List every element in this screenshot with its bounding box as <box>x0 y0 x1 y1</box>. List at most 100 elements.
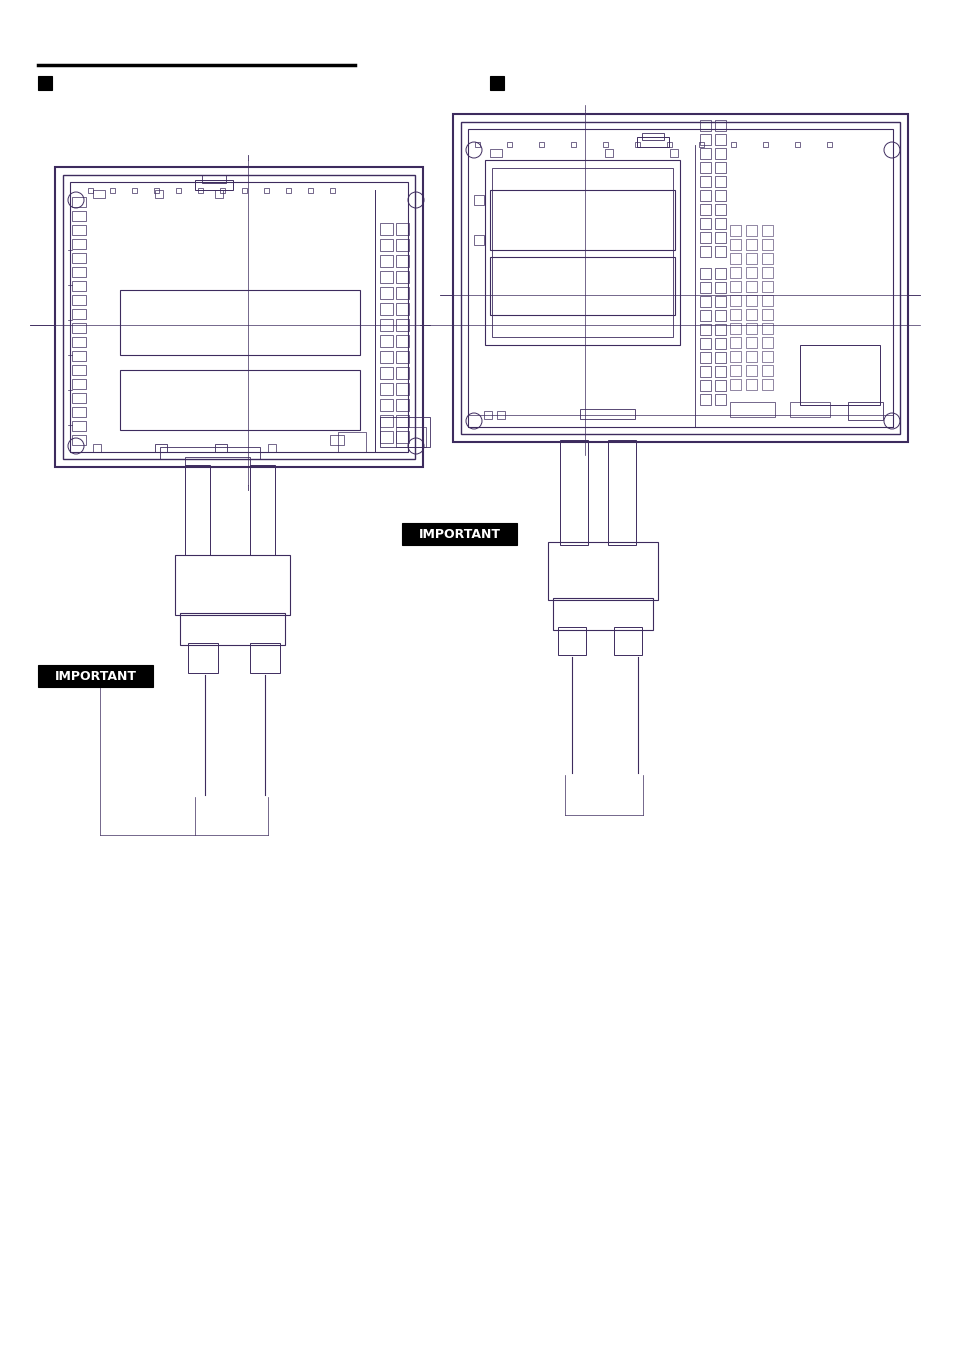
Bar <box>553 599 652 629</box>
Bar <box>379 256 393 268</box>
Bar <box>401 523 517 545</box>
Bar <box>460 122 899 434</box>
Bar <box>745 281 757 292</box>
Bar <box>490 190 675 250</box>
Bar <box>761 268 772 278</box>
Text: IMPORTANT: IMPORTANT <box>418 527 500 541</box>
Bar <box>700 190 710 200</box>
Bar <box>761 295 772 307</box>
Bar <box>745 351 757 362</box>
Bar <box>729 268 740 278</box>
Bar <box>714 296 725 307</box>
Bar <box>700 338 710 348</box>
Bar <box>497 412 504 420</box>
Bar <box>132 188 137 192</box>
Bar <box>214 190 223 198</box>
Bar <box>490 149 501 157</box>
Bar <box>198 188 203 192</box>
Bar <box>71 434 86 445</box>
Bar <box>761 239 772 250</box>
Bar <box>175 188 181 192</box>
Bar <box>71 364 86 375</box>
Bar <box>395 303 409 315</box>
Bar <box>490 257 675 315</box>
Bar <box>745 338 757 348</box>
Bar <box>71 323 86 334</box>
Bar <box>700 204 710 215</box>
Bar <box>699 143 703 147</box>
Bar <box>700 381 710 391</box>
Bar <box>800 346 879 405</box>
Bar <box>71 253 86 264</box>
Bar <box>547 542 658 600</box>
Bar <box>379 303 393 315</box>
Bar <box>474 195 483 204</box>
Bar <box>71 408 86 417</box>
Bar <box>474 235 483 245</box>
Bar <box>700 176 710 187</box>
Bar <box>71 225 86 235</box>
Bar <box>614 627 641 655</box>
Bar <box>538 143 543 147</box>
Bar <box>789 402 829 417</box>
Bar <box>700 120 710 130</box>
Bar <box>174 555 290 615</box>
Bar <box>264 188 269 192</box>
Bar <box>714 282 725 293</box>
Bar <box>558 627 585 655</box>
Bar <box>714 204 725 215</box>
Bar <box>71 338 86 347</box>
Bar <box>337 432 366 452</box>
Bar <box>729 225 740 235</box>
Bar <box>700 218 710 229</box>
Bar <box>214 444 227 452</box>
Bar <box>847 402 882 420</box>
Bar <box>286 188 291 192</box>
Bar <box>714 231 725 243</box>
Bar <box>92 444 101 452</box>
Bar <box>761 364 772 377</box>
Bar <box>185 457 250 467</box>
Bar <box>700 366 710 377</box>
Bar <box>745 239 757 250</box>
Bar <box>395 430 409 443</box>
Bar <box>483 412 492 420</box>
Bar <box>506 143 512 147</box>
Bar <box>395 239 409 252</box>
Bar <box>71 421 86 430</box>
Bar <box>729 323 740 334</box>
Bar <box>745 309 757 320</box>
Bar <box>71 295 86 305</box>
Bar <box>745 323 757 334</box>
Bar <box>635 143 639 147</box>
Bar <box>379 417 430 447</box>
Bar <box>220 188 225 192</box>
Bar <box>714 338 725 348</box>
Bar <box>188 643 218 672</box>
Bar <box>700 309 710 321</box>
Bar <box>745 295 757 307</box>
Bar <box>395 399 409 412</box>
Bar <box>71 379 86 389</box>
Bar <box>714 394 725 405</box>
Bar <box>379 351 393 363</box>
Bar <box>700 394 710 405</box>
Bar <box>607 440 636 545</box>
Bar <box>453 114 907 443</box>
Bar <box>714 309 725 321</box>
Bar <box>71 393 86 403</box>
Bar <box>761 351 772 362</box>
Bar <box>395 256 409 268</box>
Bar <box>38 664 152 687</box>
Bar <box>379 430 393 443</box>
Bar <box>395 223 409 235</box>
Bar <box>729 402 774 417</box>
Bar <box>490 77 503 90</box>
Bar <box>714 218 725 229</box>
Bar <box>63 175 415 459</box>
Bar <box>761 379 772 390</box>
Bar <box>55 167 422 467</box>
Bar <box>714 324 725 335</box>
Bar <box>160 447 260 459</box>
Bar <box>379 239 393 252</box>
